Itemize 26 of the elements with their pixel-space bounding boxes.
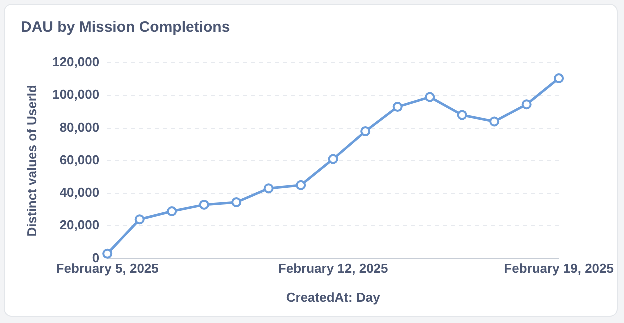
point <box>522 100 532 110</box>
point <box>296 180 306 190</box>
point <box>264 184 274 194</box>
x-axis-title: CreatedAt: Day <box>286 290 382 305</box>
y-tick-label: 100,000 <box>52 87 100 102</box>
chart-title: DAU by Mission Completions <box>21 19 230 36</box>
point <box>232 198 242 208</box>
y-axis-title: Distinct values of UserId <box>24 84 40 237</box>
point <box>134 214 145 225</box>
y-tick-label: 40,000 <box>60 185 100 200</box>
y-tick-label: 20,000 <box>60 218 100 233</box>
point <box>167 206 178 216</box>
y-tick-label: 60,000 <box>60 152 100 168</box>
point <box>199 200 210 210</box>
y-tick-label: 80,000 <box>60 120 100 135</box>
point <box>392 102 403 112</box>
point <box>360 126 371 137</box>
x-tick-label: February 12, 2025 <box>278 261 388 276</box>
point <box>554 74 564 84</box>
point <box>328 154 338 164</box>
x-tick-label: February 19, 2025 <box>504 261 614 276</box>
point <box>425 92 436 102</box>
point <box>102 248 113 259</box>
y-tick-label: 120,000 <box>52 54 100 70</box>
point <box>490 116 500 127</box>
point <box>457 110 468 120</box>
